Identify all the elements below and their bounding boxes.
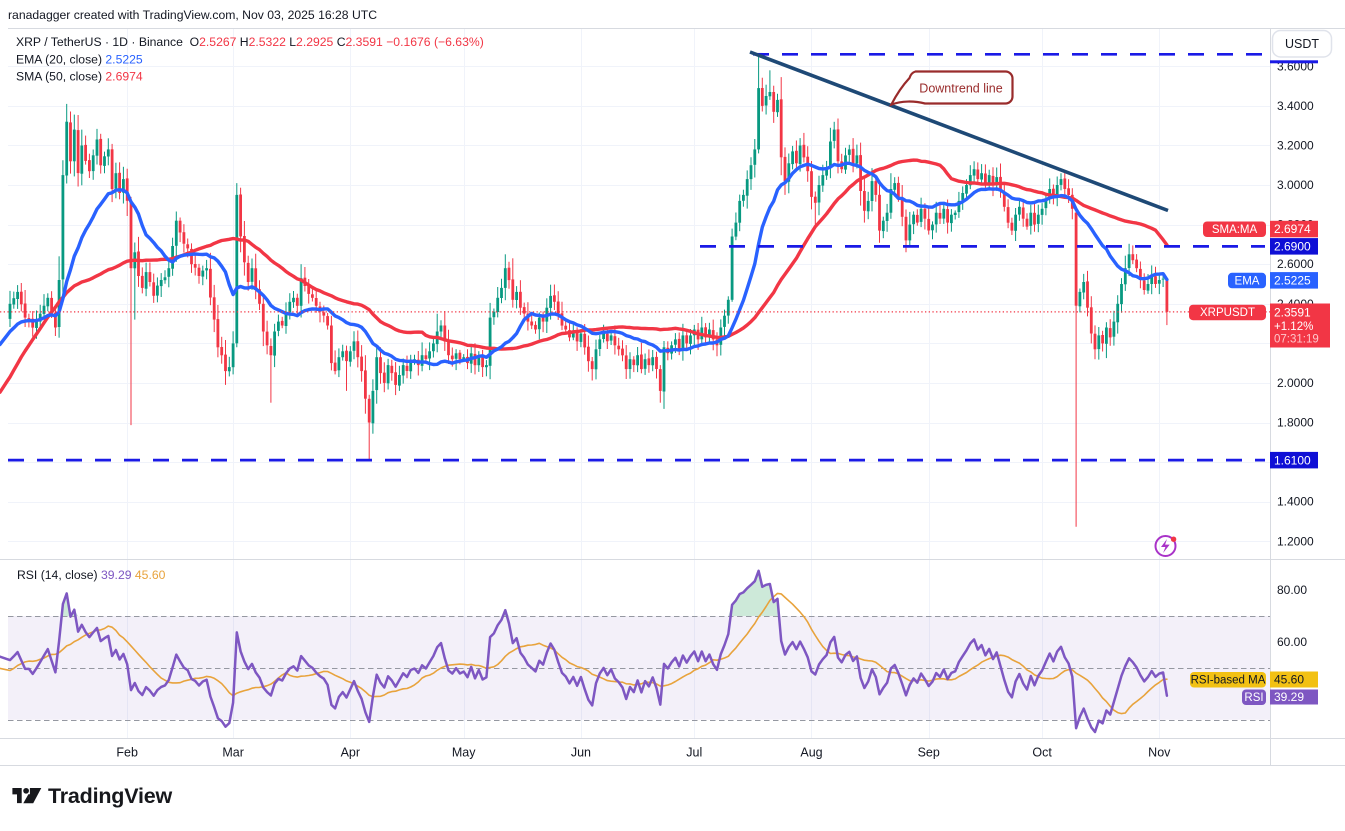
svg-text:2.6974: 2.6974 — [1274, 222, 1311, 236]
svg-text:Aug: Aug — [800, 746, 822, 760]
svg-text:39.29: 39.29 — [1274, 690, 1304, 704]
svg-text:3.0000: 3.0000 — [1277, 178, 1314, 192]
svg-text:Feb: Feb — [116, 746, 138, 760]
svg-text:EMA (20, close) 2.5225: EMA (20, close) 2.5225 — [16, 53, 143, 67]
svg-text:SMA:MA: SMA:MA — [1212, 224, 1258, 236]
svg-text:RSI (14, close) 39.29 45.60: RSI (14, close) 39.29 45.60 — [17, 568, 166, 582]
svg-text:Jul: Jul — [686, 746, 702, 760]
svg-text:1.4000: 1.4000 — [1277, 495, 1314, 509]
svg-text:2.6000: 2.6000 — [1277, 257, 1314, 271]
svg-text:Downtrend line: Downtrend line — [919, 81, 1002, 95]
svg-text:XRPUSDT: XRPUSDT — [1200, 307, 1255, 319]
svg-text:45.60: 45.60 — [1274, 673, 1304, 687]
svg-text:TradingView: TradingView — [48, 784, 173, 808]
svg-text:3.4000: 3.4000 — [1277, 99, 1314, 113]
svg-text:XRP / TetherUS · 1D · Binance: XRP / TetherUS · 1D · Binance O2.5267 H2… — [16, 35, 484, 49]
svg-text:2.3591: 2.3591 — [1274, 305, 1311, 319]
svg-text:Apr: Apr — [341, 746, 360, 760]
svg-text:2.5225: 2.5225 — [1274, 274, 1311, 288]
svg-text:Oct: Oct — [1032, 746, 1052, 760]
svg-text:Jun: Jun — [571, 746, 591, 760]
svg-text:2.6900: 2.6900 — [1274, 240, 1311, 254]
svg-text:80.00: 80.00 — [1277, 583, 1307, 597]
svg-text:SMA (50, close) 2.6974: SMA (50, close) 2.6974 — [16, 70, 143, 84]
svg-text:1.8000: 1.8000 — [1277, 416, 1314, 430]
svg-text:Sep: Sep — [918, 746, 940, 760]
svg-text:1.6100: 1.6100 — [1274, 453, 1311, 467]
svg-text:RSI: RSI — [1244, 692, 1263, 704]
svg-text:RSI-based MA: RSI-based MA — [1191, 675, 1266, 687]
svg-text:Nov: Nov — [1148, 746, 1171, 760]
svg-text:3.2000: 3.2000 — [1277, 139, 1314, 153]
svg-text:+1.12%: +1.12% — [1274, 321, 1313, 333]
svg-text:ranadagger created with Tradin: ranadagger created with TradingView.com,… — [8, 8, 377, 22]
svg-text:EMA: EMA — [1235, 275, 1260, 287]
svg-text:USDT: USDT — [1285, 37, 1319, 51]
svg-text:May: May — [452, 746, 476, 760]
svg-text:2.0000: 2.0000 — [1277, 376, 1314, 390]
svg-text:60.00: 60.00 — [1277, 635, 1307, 649]
svg-text:1.2000: 1.2000 — [1277, 534, 1314, 548]
svg-text:Mar: Mar — [222, 746, 244, 760]
svg-text:07:31:19: 07:31:19 — [1274, 334, 1319, 346]
